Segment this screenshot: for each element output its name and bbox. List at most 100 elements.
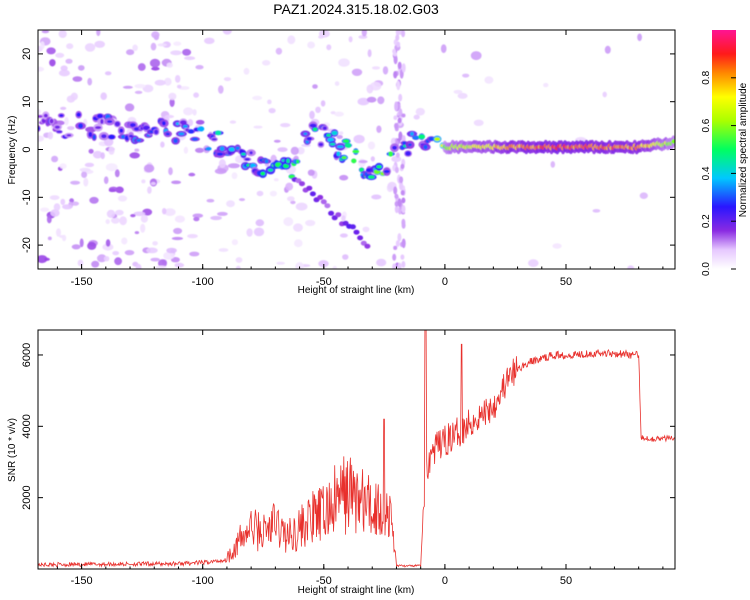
spectrogram-noise-blob — [473, 119, 484, 127]
spectrogram-noise-blob — [163, 251, 175, 260]
spectrogram-noise-blob — [293, 223, 303, 232]
spectrogram-noise-blob — [255, 219, 265, 227]
spectrogram-noise-blob — [55, 52, 65, 58]
spectrogram-streak-blob — [393, 245, 398, 250]
spectrogram-x-tick-label: -150 — [71, 276, 93, 288]
spectrogram-noise-blob — [170, 50, 183, 56]
spectrogram-branch-blob — [320, 199, 327, 205]
spectrogram-noise-blob — [149, 58, 161, 68]
spectrogram-noise-blob — [46, 47, 56, 55]
spectrogram-noise-blob — [100, 152, 105, 160]
spectrogram-noise-blob — [334, 111, 344, 117]
spectrogram-branch-blob — [357, 235, 364, 241]
spectrogram-noise-blob — [155, 265, 167, 269]
spectrogram-branch-blob — [342, 220, 349, 226]
spectrogram-noise-blob — [339, 131, 344, 135]
spectrogram-noise-blob — [71, 201, 80, 206]
spectrogram-noise-blob — [114, 257, 122, 266]
spectrogram-streak-blob — [401, 113, 406, 118]
spectrogram-noise-blob — [84, 43, 96, 52]
spectrogram-noise-blob — [370, 156, 375, 162]
spectrogram-ridge-core — [329, 142, 336, 146]
spectrogram-ridge-core — [101, 134, 107, 139]
spectrogram-noise-blob — [252, 95, 263, 101]
spectrogram-noise-blob — [239, 198, 245, 202]
spectrogram-y-ticks: -20 -10 0 10 20 — [21, 48, 675, 253]
spectrogram-noise-blob — [188, 172, 196, 177]
spectrogram-ridge-core — [434, 137, 441, 142]
spectrogram-streak-blob — [397, 117, 402, 124]
spectrogram-ridge-core — [418, 134, 426, 139]
spectrogram-noise-blob — [592, 209, 601, 213]
spectrogram-noise-blob — [357, 97, 370, 106]
snr-x-tick-label: 50 — [560, 575, 572, 587]
spectrogram-noise-blob — [484, 76, 494, 84]
spectrogram-noise-blob — [150, 257, 160, 262]
spectrogram-noise-blob — [119, 216, 127, 226]
snr-y-tick-label: 4000 — [21, 414, 33, 438]
spectrogram-ridge-core — [264, 159, 269, 164]
spectrogram-noise-blob — [440, 44, 447, 53]
spectrogram-streak-blob — [395, 240, 400, 247]
spectrogram-y-tick-label: 10 — [21, 96, 33, 108]
spectrogram-x-tick-label: 0 — [442, 276, 448, 288]
spectrogram-noise-blob — [47, 236, 52, 241]
spectrogram-streak-blob — [394, 166, 399, 174]
spectrogram-noise-blob — [151, 66, 160, 71]
spectrogram-noise-blob — [102, 243, 114, 251]
spectrogram-noise-blob — [307, 169, 315, 176]
spectrogram-noise-blob — [134, 148, 140, 152]
spectrogram-noise-blob — [309, 110, 315, 120]
spectrogram-noise-blob — [105, 239, 111, 247]
colorbar-tick-label: 0.8 — [701, 70, 712, 84]
spectrogram-noise-blob — [218, 85, 224, 94]
spectrogram-streak-blob — [394, 201, 399, 207]
spectrogram-noise-blob — [108, 146, 115, 155]
spectrogram-noise-blob — [543, 82, 549, 88]
spectrogram-noise-blob — [253, 227, 265, 237]
spectrogram-noise-blob — [44, 257, 50, 261]
spectrogram-noise-blob — [195, 119, 205, 125]
spectrogram-noise-blob — [256, 190, 264, 197]
spectrogram-noise-blob — [341, 215, 346, 222]
spectrogram-noise-blob — [366, 84, 374, 94]
spectrogram-noise-blob — [361, 30, 367, 37]
snr-y-ticks: 2000 4000 6000 — [21, 343, 675, 510]
spectrogram-ridge-core — [423, 144, 428, 150]
spectrogram-noise-blob — [137, 63, 146, 71]
spectrogram-streak-blob — [393, 186, 398, 195]
spectrogram-noise-blob — [391, 156, 402, 163]
spectrogram-noise-blob — [112, 251, 120, 256]
spectrogram-noise-blob — [168, 92, 177, 101]
spectrogram-noise-blob — [67, 126, 75, 131]
spectrogram-noise-blob — [283, 217, 294, 227]
spectrogram-ridge-core — [43, 113, 48, 118]
spectrogram-noise-blob — [146, 247, 158, 254]
spectrogram-ridge-core — [368, 175, 375, 179]
spectrogram-noise-blob — [96, 30, 101, 37]
spectrogram-noise-blob — [218, 159, 226, 168]
colorbar-tick-label: 0.0 — [701, 262, 712, 276]
spectrogram-noise-blob — [305, 219, 316, 227]
snr-y-tick-label: 6000 — [21, 343, 33, 367]
spectrogram-noise-blob — [334, 81, 340, 86]
spectrogram-noise-blob — [38, 255, 48, 264]
spectrogram-streak-blob — [401, 261, 406, 268]
spectrogram-ridge-core — [383, 169, 390, 174]
spectrogram-noise-blob — [367, 49, 372, 58]
spectrogram-noise-blob — [140, 214, 148, 223]
spectrogram-noise-blob — [637, 33, 642, 42]
spectrogram-noise-blob — [58, 30, 67, 38]
spectrogram-noise-blob — [604, 45, 611, 54]
spectrogram-noise-blob — [193, 217, 200, 222]
spectrogram-noise-blob — [235, 265, 241, 269]
spectrogram-streak-blob — [394, 193, 399, 199]
spectrogram-noise-blob — [154, 79, 166, 86]
spectrogram-ridge-core — [108, 134, 115, 140]
spectrogram-noise-blob — [339, 233, 348, 238]
spectrogram-noise-blob — [269, 190, 277, 197]
spectrogram-ridge-core — [136, 139, 141, 142]
spectrogram-streak-blob — [396, 80, 401, 91]
spectrogram-noise-blob — [210, 215, 223, 221]
